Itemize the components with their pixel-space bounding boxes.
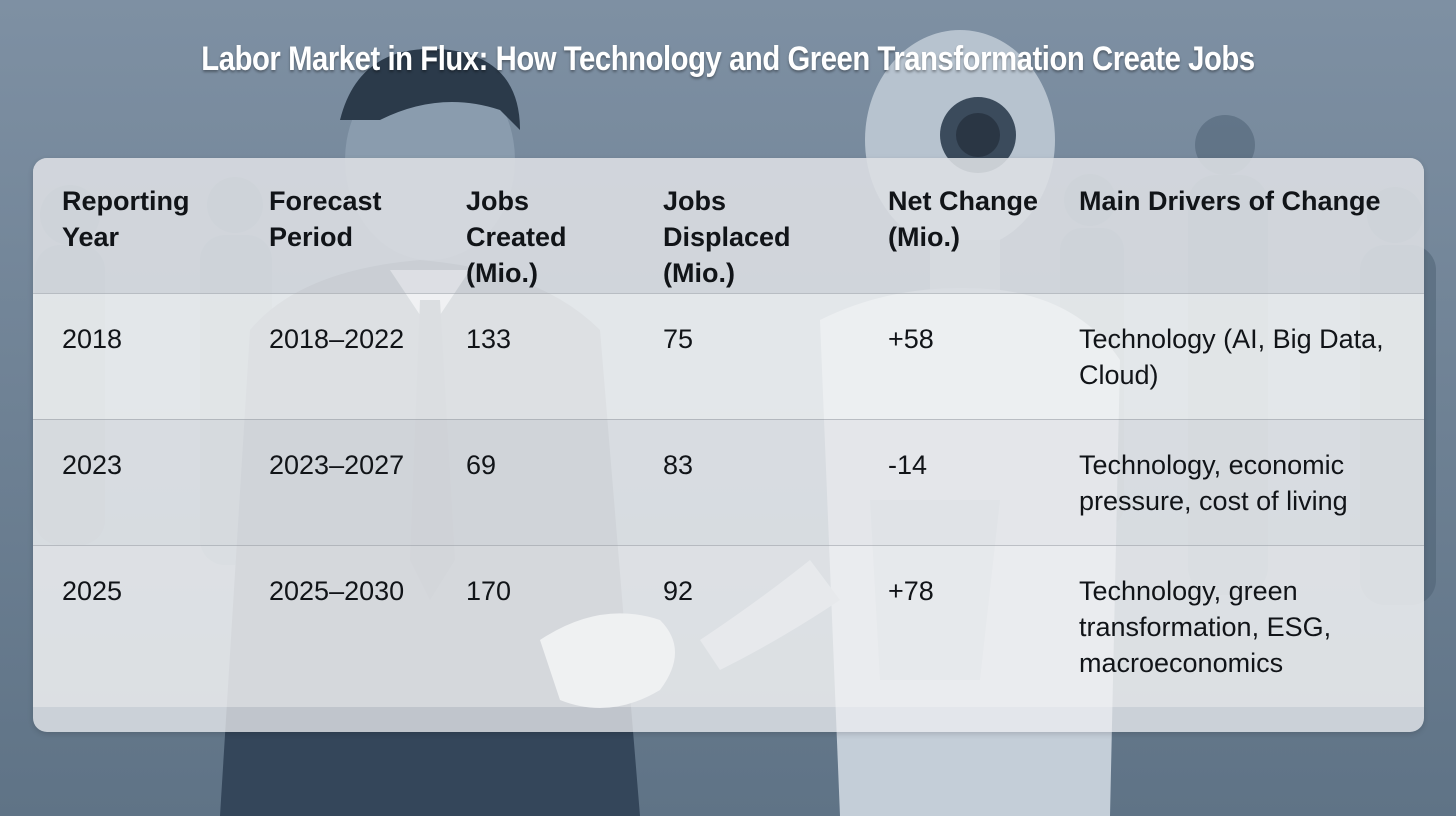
cell-jobs-created: 69 bbox=[437, 418, 634, 545]
header-reporting-year: Reporting Year bbox=[62, 186, 190, 252]
cell-net-change: -14 bbox=[859, 418, 1050, 545]
cell-jobs-displaced: 92 bbox=[634, 544, 859, 707]
cell-reporting-year: 2018 bbox=[33, 292, 240, 419]
table-row: 2025 2025–2030 170 92 +78 Technology, gr… bbox=[33, 544, 1424, 707]
header-jobs-created: Jobs Created (Mio.) bbox=[466, 186, 567, 288]
page-title: Labor Market in Flux: How Technology and… bbox=[201, 40, 1255, 78]
cell-reporting-year: 2025 bbox=[33, 544, 240, 707]
header-forecast-period: Forecast Period bbox=[269, 186, 382, 252]
cell-jobs-created: 170 bbox=[437, 544, 634, 707]
cell-jobs-displaced: 75 bbox=[634, 292, 859, 419]
cell-main-drivers: Technology, economic pressure, cost of l… bbox=[1050, 418, 1424, 545]
cell-main-drivers: Technology, green transformation, ESG, m… bbox=[1050, 544, 1424, 707]
data-table-panel: Reporting Year Forecast Period Jobs Crea… bbox=[33, 158, 1424, 732]
header-main-drivers: Main Drivers of Change bbox=[1079, 186, 1381, 216]
cell-net-change: +78 bbox=[859, 544, 1050, 707]
header-net-change: Net Change (Mio.) bbox=[888, 186, 1039, 252]
cell-forecast-period: 2025–2030 bbox=[240, 544, 437, 707]
cell-forecast-period: 2018–2022 bbox=[240, 292, 437, 419]
cell-jobs-created: 133 bbox=[437, 292, 634, 419]
table-row: 2023 2023–2027 69 83 -14 Technology, eco… bbox=[33, 418, 1424, 545]
cell-forecast-period: 2023–2027 bbox=[240, 418, 437, 545]
cell-reporting-year: 2023 bbox=[33, 418, 240, 545]
cell-net-change: +58 bbox=[859, 292, 1050, 419]
header-jobs-displaced: Jobs Displaced (Mio.) bbox=[663, 186, 791, 288]
table-row: 2018 2018–2022 133 75 +58 Technology (AI… bbox=[33, 292, 1424, 419]
labor-market-table: Reporting Year Forecast Period Jobs Crea… bbox=[33, 158, 1424, 707]
table-header-row: Reporting Year Forecast Period Jobs Crea… bbox=[33, 158, 1424, 293]
cell-main-drivers: Technology (AI, Big Data, Cloud) bbox=[1050, 292, 1424, 419]
cell-jobs-displaced: 83 bbox=[634, 418, 859, 545]
